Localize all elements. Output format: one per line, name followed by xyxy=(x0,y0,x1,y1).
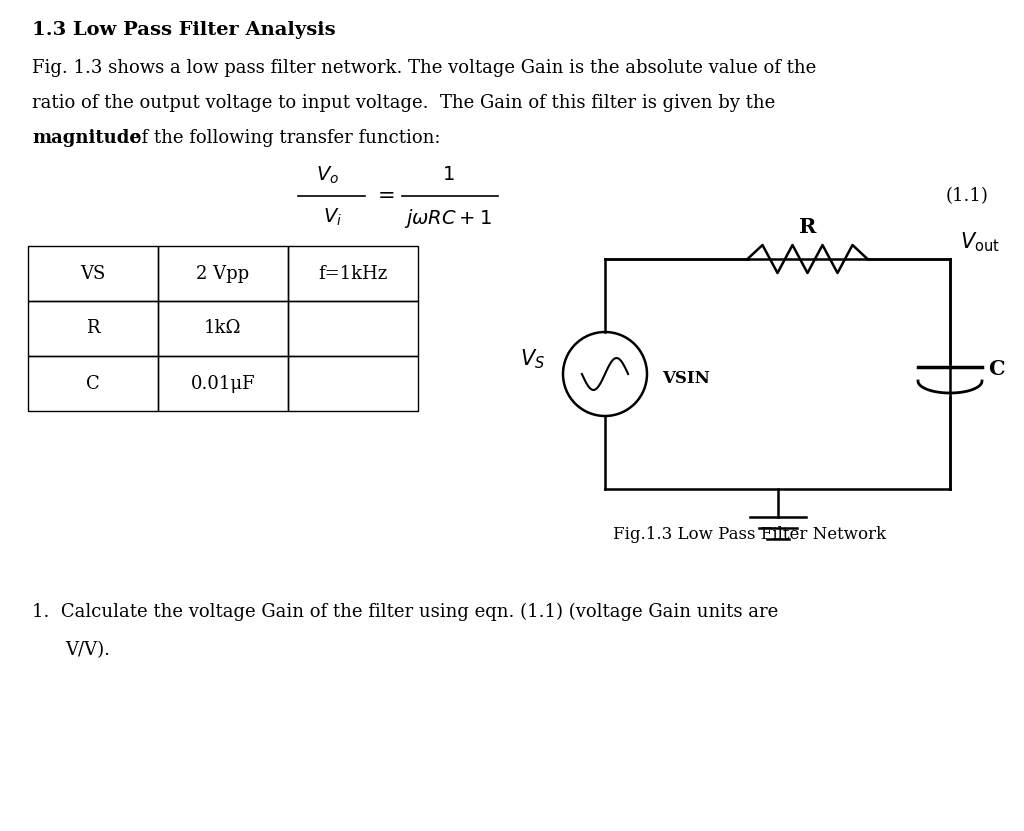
Text: 2 Vpp: 2 Vpp xyxy=(197,264,250,283)
Bar xyxy=(28,356,158,411)
Text: 1kΩ: 1kΩ xyxy=(204,319,242,337)
Text: Fig.1.3 Low Pass Filter Network: Fig.1.3 Low Pass Filter Network xyxy=(613,526,887,543)
Bar xyxy=(158,246,288,301)
Bar xyxy=(28,246,158,301)
Text: C: C xyxy=(988,359,1005,379)
Text: magnitude: magnitude xyxy=(32,129,141,147)
Text: f=1kHz: f=1kHz xyxy=(318,264,388,283)
Text: VSIN: VSIN xyxy=(662,371,710,387)
Text: $V_i$: $V_i$ xyxy=(324,206,343,228)
Text: 1.3 Low Pass Filter Analysis: 1.3 Low Pass Filter Analysis xyxy=(32,21,336,39)
Text: R: R xyxy=(86,319,99,337)
Text: 1.  Calculate the voltage Gain of the filter using eqn. (1.1) (voltage Gain unit: 1. Calculate the voltage Gain of the fil… xyxy=(32,603,778,622)
Text: Fig. 1.3 shows a low pass filter network. The voltage Gain is the absolute value: Fig. 1.3 shows a low pass filter network… xyxy=(32,59,816,77)
Text: ratio of the output voltage to input voltage.  The Gain of this filter is given : ratio of the output voltage to input vol… xyxy=(32,94,775,112)
Text: $V_o$: $V_o$ xyxy=(316,165,340,185)
Text: VS: VS xyxy=(80,264,105,283)
Bar xyxy=(158,356,288,411)
Bar xyxy=(28,301,158,356)
Text: $j\omega RC + 1$: $j\omega RC + 1$ xyxy=(404,206,492,229)
Text: of the following transfer function:: of the following transfer function: xyxy=(125,129,440,147)
Text: $V_{\mathrm{out}}$: $V_{\mathrm{out}}$ xyxy=(961,230,999,254)
Text: $V_S$: $V_S$ xyxy=(520,347,545,371)
Text: V/V).: V/V). xyxy=(65,641,110,659)
Text: R: R xyxy=(799,217,816,237)
Bar xyxy=(288,356,418,411)
Text: (1.1): (1.1) xyxy=(945,187,988,205)
Text: $1$: $1$ xyxy=(441,166,455,184)
Text: $=$: $=$ xyxy=(374,185,394,204)
Bar xyxy=(158,301,288,356)
Text: C: C xyxy=(86,375,100,392)
Text: 0.01μF: 0.01μF xyxy=(190,375,255,392)
Bar xyxy=(288,301,418,356)
Bar xyxy=(288,246,418,301)
